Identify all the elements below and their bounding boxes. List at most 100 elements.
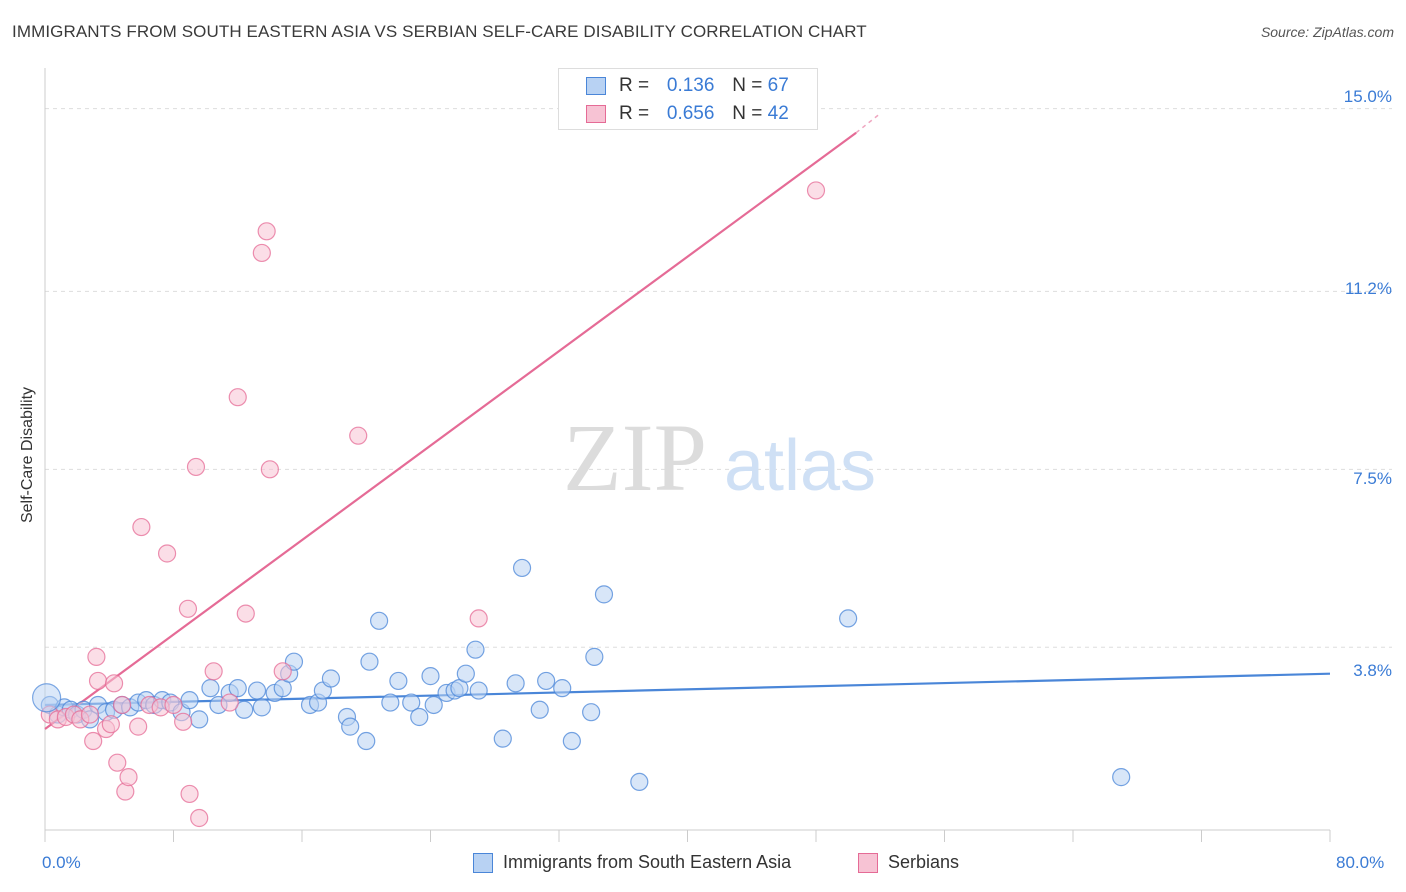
- point-pink-25: [186, 457, 206, 477]
- r-label: R =: [619, 75, 650, 96]
- x-max-label: 80.0%: [1336, 853, 1385, 872]
- point-pink-30: [236, 604, 255, 623]
- point-pink-16: [129, 717, 148, 736]
- watermark-zip: ZIP: [563, 404, 707, 511]
- point-blue-25: [247, 681, 267, 700]
- legend-swatch-blue: [473, 852, 493, 873]
- point-blue-49: [456, 664, 475, 683]
- point-pink-6: [84, 731, 103, 751]
- chart-title: IMMIGRANTS FROM SOUTH EASTERN ASIA VS SE…: [12, 22, 867, 41]
- n-value: 42: [767, 103, 789, 124]
- point-blue-58: [562, 731, 581, 751]
- point-blue-64: [1112, 768, 1131, 787]
- point-blue-52: [493, 729, 512, 748]
- point-blue-18: [180, 691, 199, 710]
- point-pink-32: [257, 222, 276, 241]
- data-points: [32, 181, 1131, 828]
- point-blue-59: [582, 703, 601, 722]
- point-blue-41: [389, 671, 408, 691]
- point-pink-29: [228, 388, 247, 407]
- point-pink-26: [190, 808, 209, 828]
- point-blue-39: [370, 611, 389, 630]
- legend-item-serbians: Serbians: [858, 852, 959, 873]
- point-blue-large: [32, 683, 62, 713]
- point-pink-31: [252, 243, 271, 263]
- point-pink-13: [112, 695, 132, 715]
- y-tick-label-11-2: 11.2%: [1345, 279, 1392, 298]
- point-blue-23: [228, 679, 247, 698]
- point-blue-44: [421, 667, 440, 686]
- source-label: Source: ZipAtlas.com: [1260, 24, 1394, 40]
- point-blue-56: [537, 671, 556, 691]
- point-pink-36: [469, 609, 488, 628]
- point-pink-12: [108, 753, 127, 772]
- point-blue-45: [424, 695, 443, 715]
- point-pink-5: [80, 705, 100, 724]
- legend-item-asia: Immigrants from South Eastern Asia: [473, 852, 791, 873]
- legend-label-asia: Immigrants from South Eastern Asia: [503, 852, 792, 872]
- series-legend: Immigrants from South Eastern Asia Serbi…: [0, 852, 1406, 876]
- point-blue-19: [190, 710, 209, 729]
- legend-row-serbians: R = 0.656 N = 42: [586, 101, 789, 127]
- point-blue-57: [553, 679, 572, 698]
- legend-swatch-pink: [586, 105, 606, 123]
- point-blue-62: [630, 772, 649, 792]
- point-blue-42: [402, 693, 421, 712]
- point-blue-55: [530, 700, 549, 719]
- point-pink-27: [204, 662, 223, 681]
- point-blue-26: [252, 698, 271, 717]
- watermark: ZIP atlas: [563, 404, 876, 511]
- point-pink-35: [349, 426, 368, 445]
- point-blue-63: [839, 609, 858, 628]
- point-pink-11: [104, 674, 124, 693]
- point-pink-28: [220, 693, 239, 712]
- point-pink-7: [87, 647, 106, 666]
- r-label: R =: [619, 103, 650, 124]
- point-blue-38: [360, 652, 379, 671]
- gridlines: [45, 108, 1392, 648]
- n-label: N =: [732, 75, 763, 96]
- point-blue-20: [201, 679, 220, 698]
- point-blue-34: [321, 669, 341, 688]
- r-value: 0.656: [666, 103, 715, 124]
- point-pink-34: [273, 662, 292, 681]
- y-tick-label-3-8: 3.8%: [1353, 661, 1392, 680]
- trend-line-dashed-pink: [855, 112, 881, 134]
- point-pink-22: [174, 712, 193, 731]
- correlation-legend: R = 0.136 N = 67 R = 0.656 N = 42: [558, 68, 818, 130]
- point-blue-51: [469, 681, 488, 700]
- legend-row-asia: R = 0.136 N = 67: [586, 73, 789, 99]
- x-min-label: 0.0%: [42, 853, 81, 872]
- point-blue-60: [585, 647, 604, 666]
- point-blue-50: [466, 640, 485, 659]
- point-pink-23: [178, 599, 198, 618]
- point-blue-37: [357, 731, 376, 751]
- watermark-atlas: atlas: [724, 426, 876, 506]
- point-pink-17: [132, 517, 151, 537]
- y-tick-label-15: 15.0%: [1343, 87, 1392, 106]
- point-pink-20: [157, 544, 177, 563]
- legend-swatch-blue: [586, 77, 606, 95]
- y-tick-label-7-5: 7.5%: [1353, 469, 1392, 488]
- n-value: 67: [767, 75, 789, 96]
- point-pink-37: [806, 181, 826, 200]
- point-pink-15: [119, 768, 138, 787]
- point-blue-54: [512, 558, 532, 578]
- point-blue-61: [594, 585, 614, 604]
- point-blue-43: [410, 707, 429, 727]
- legend-swatch-pink: [858, 852, 878, 873]
- point-pink-24: [180, 784, 199, 804]
- point-pink-8: [88, 671, 108, 691]
- point-pink-10: [101, 715, 120, 734]
- legend-label-serbians: Serbians: [888, 852, 960, 872]
- point-blue-40: [381, 693, 400, 712]
- point-blue-53: [506, 674, 525, 693]
- n-label: N =: [732, 103, 763, 124]
- point-pink-33: [260, 460, 279, 479]
- point-blue-24: [235, 700, 254, 719]
- trend-line-pink: [44, 131, 857, 730]
- y-axis-label: Self-Care Disability: [19, 386, 36, 524]
- point-pink-21: [164, 695, 183, 715]
- point-blue-36: [341, 717, 360, 736]
